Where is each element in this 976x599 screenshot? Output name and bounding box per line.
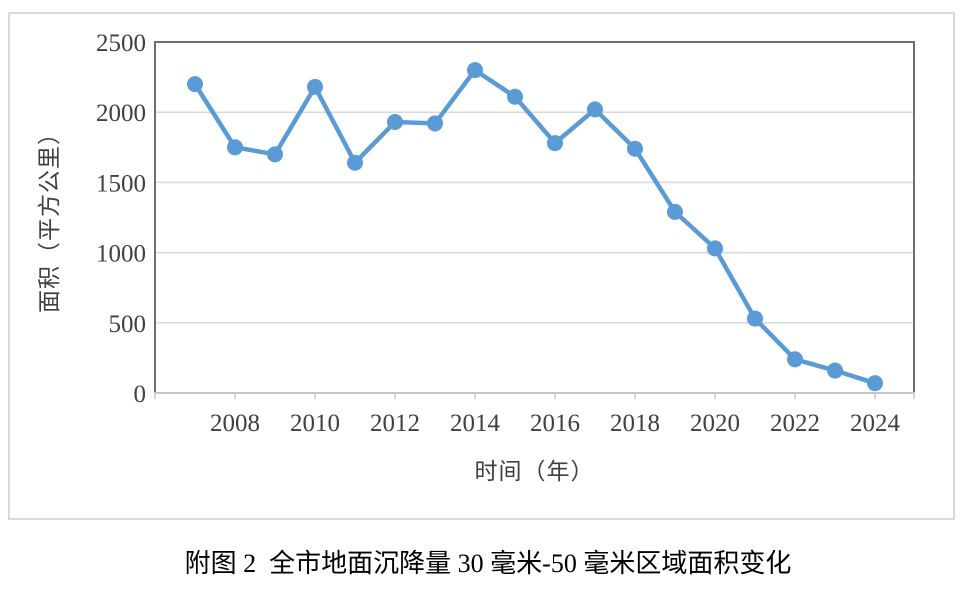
data-points bbox=[187, 62, 883, 392]
data-point-2021 bbox=[747, 310, 763, 327]
x-axis-ticks bbox=[154, 393, 915, 399]
data-point-2024 bbox=[867, 375, 883, 392]
line-chart: 0 500 1000 1500 2000 2500 2008 2010 2012 2014 2016… bbox=[96, 30, 915, 437]
data-point-2020 bbox=[707, 240, 723, 257]
plot-border bbox=[154, 41, 915, 394]
x-axis-labels: 2008 2010 2012 2014 2016 2018 2020 2022 2024 bbox=[210, 410, 901, 437]
gridlines bbox=[155, 111, 914, 324]
svg-text:2000: 2000 bbox=[96, 100, 146, 127]
data-point-2022 bbox=[787, 351, 803, 368]
svg-text:2500: 2500 bbox=[96, 30, 146, 57]
data-point-2016 bbox=[547, 135, 563, 152]
data-point-2013 bbox=[427, 115, 443, 132]
data-point-2008 bbox=[227, 139, 243, 156]
svg-text:0: 0 bbox=[134, 381, 147, 408]
y-axis-title: 面积（平方公里） bbox=[37, 121, 62, 313]
svg-text:2018: 2018 bbox=[610, 410, 660, 437]
chart-frame bbox=[8, 12, 955, 520]
svg-text:2012: 2012 bbox=[370, 410, 420, 437]
data-line bbox=[192, 67, 878, 386]
svg-text:2022: 2022 bbox=[770, 410, 820, 437]
svg-text:1000: 1000 bbox=[96, 241, 146, 268]
data-point-2009 bbox=[267, 146, 283, 163]
x-axis-title: 时间（年） bbox=[474, 459, 595, 484]
y-axis-labels: 0 500 1000 1500 2000 2500 bbox=[96, 30, 146, 408]
svg-text:2020: 2020 bbox=[690, 410, 740, 437]
data-point-2018 bbox=[627, 140, 643, 157]
svg-text:2024: 2024 bbox=[850, 410, 901, 437]
data-point-2011 bbox=[347, 154, 363, 171]
data-point-2014 bbox=[467, 62, 483, 79]
data-point-2012 bbox=[387, 114, 403, 131]
svg-text:2008: 2008 bbox=[210, 410, 260, 437]
data-point-2019 bbox=[667, 203, 683, 220]
svg-text:2016: 2016 bbox=[530, 410, 580, 437]
data-point-2017 bbox=[587, 101, 603, 118]
svg-text:2014: 2014 bbox=[450, 410, 501, 437]
svg-text:1500: 1500 bbox=[96, 170, 146, 197]
svg-text:500: 500 bbox=[109, 311, 147, 338]
data-point-2007 bbox=[187, 76, 203, 93]
data-point-2023 bbox=[827, 362, 843, 379]
data-point-2015 bbox=[507, 88, 523, 105]
data-point-2010 bbox=[307, 78, 323, 95]
svg-text:2010: 2010 bbox=[290, 410, 340, 437]
figure-caption: 附图 2 全市地面沉降量 30 毫米-50 毫米区域面积变化 bbox=[184, 549, 792, 578]
